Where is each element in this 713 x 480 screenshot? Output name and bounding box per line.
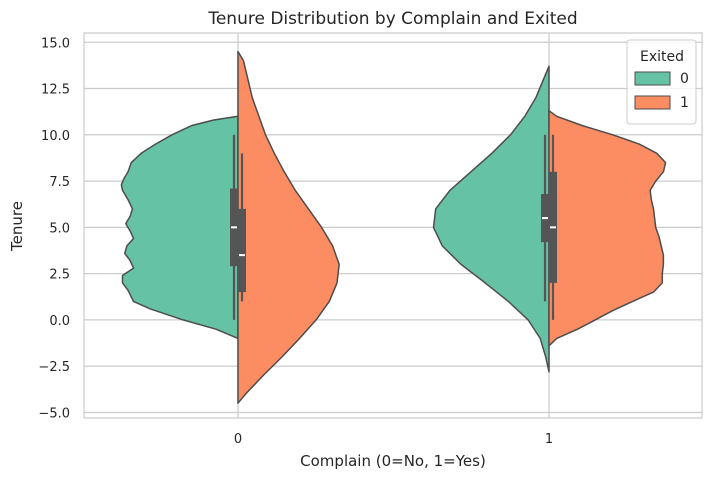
violin-series bbox=[120, 50, 667, 404]
legend-label-1: 1 bbox=[680, 95, 689, 111]
plot-frame bbox=[83, 32, 703, 419]
y-tick-label: −2.5 bbox=[38, 360, 70, 375]
y-tick-label: 0.0 bbox=[49, 314, 70, 329]
violin-cat0-exited0 bbox=[120, 115, 239, 340]
x-tick-label: 1 bbox=[545, 432, 553, 447]
legend-title: Exited bbox=[640, 49, 684, 65]
y-tick-label: 12.5 bbox=[41, 83, 70, 98]
x-axis-label: Complain (0=No, 1=Yes) bbox=[300, 452, 486, 470]
y-tick-label: 2.5 bbox=[49, 268, 70, 283]
box-iqr-cat0-exited1 bbox=[238, 208, 246, 293]
y-tick-label: 15.0 bbox=[41, 36, 70, 51]
legend-swatch-0 bbox=[634, 71, 671, 86]
legend: Exited 0 1 bbox=[626, 39, 697, 125]
y-tick-label: 5.0 bbox=[49, 221, 70, 236]
y-tick-label: −5.0 bbox=[38, 406, 70, 421]
violin-cat0-exited1 bbox=[237, 50, 340, 404]
chart-title: Tenure Distribution by Complain and Exit… bbox=[207, 9, 577, 29]
y-tick-label: 7.5 bbox=[49, 175, 70, 190]
y-tick-label: 10.0 bbox=[41, 129, 70, 144]
y-axis-label: Tenure bbox=[8, 201, 26, 252]
inner-boxplots bbox=[230, 134, 557, 320]
violin-cat1-exited0 bbox=[432, 65, 550, 373]
x-tick-label: 0 bbox=[234, 432, 242, 447]
legend-label-0: 0 bbox=[680, 71, 689, 87]
violin-cat1-exited1 bbox=[548, 109, 667, 347]
legend-swatch-1 bbox=[634, 95, 671, 110]
y-tick-labels: −5.0 −2.5 0.0 2.5 5.0 7.5 10.0 12.5 15.0 bbox=[38, 36, 70, 421]
